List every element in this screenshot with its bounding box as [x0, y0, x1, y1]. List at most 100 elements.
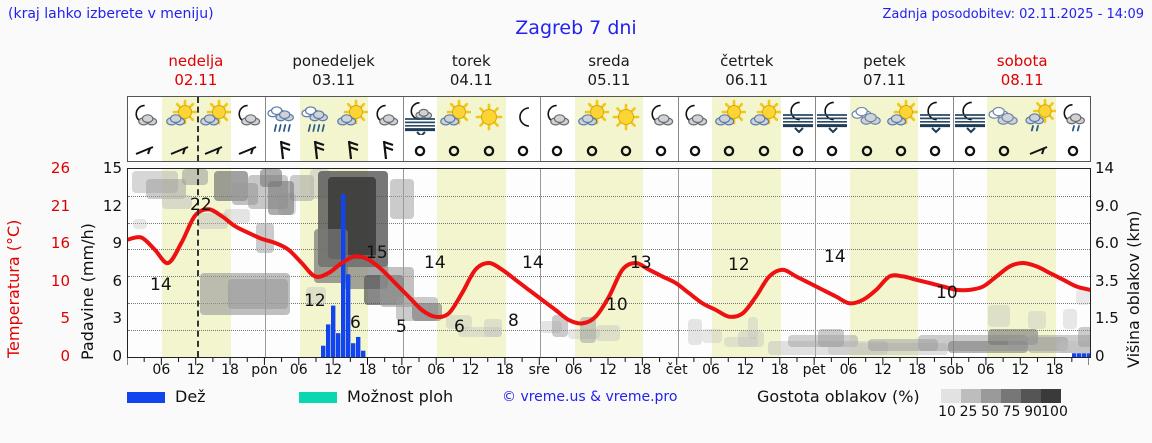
calm-icon [403, 137, 437, 162]
sun-cloud-icon [746, 97, 781, 137]
time-axis-label: 06 [427, 362, 446, 378]
time-axis-label: 06 [977, 362, 995, 378]
copyright-link[interactable]: © vreme.us & vreme.pro [502, 389, 678, 405]
moon-icon [506, 97, 540, 137]
temperature-axis-title: Temperatura (°C) [4, 219, 23, 358]
moon-cloud-windy-icon [403, 97, 437, 137]
cloud-density-ramp-step [1041, 389, 1061, 403]
gridline-horizontal [128, 303, 1090, 305]
gridline-day [952, 169, 954, 357]
sun-cloud-icon [197, 97, 231, 137]
temperature-extreme-label: 14 [522, 253, 544, 273]
cloud-density-ramp-step [941, 389, 961, 403]
time-axis-label: pet [802, 362, 826, 378]
time-axis-label: 06 [289, 362, 308, 378]
daylight-band [712, 169, 781, 357]
cloud-height-tick-label: 14 [1095, 159, 1115, 177]
moon-cloud-icon [369, 97, 403, 137]
cloud-height-tick-label: 3.5 [1095, 271, 1119, 290]
temperature-axis-ticks: 26 21 16 10 5 0 [28, 159, 70, 365]
moon-cloud-icon [643, 97, 677, 137]
cloud-density-ramp-ticks: 10 25 50 75 90 100 [933, 404, 1073, 420]
sun-icon [609, 97, 643, 137]
barb-medium-icon [334, 137, 368, 162]
showers-legend-swatch [299, 392, 337, 403]
calm-icon [884, 137, 918, 162]
location-menu-hint[interactable]: (kraj lahko izberete v meniju) [8, 6, 214, 22]
day-date: 04.11 [449, 71, 493, 89]
day-name: nedelja [168, 52, 224, 70]
temperature-extreme-label: 14 [150, 275, 172, 295]
temperature-extreme-label: 5 [396, 317, 407, 337]
moon-cloud-icon [678, 97, 712, 137]
day-date: 07.11 [862, 71, 906, 89]
rain-legend-swatch [127, 392, 165, 403]
time-axis-ticks: 06 12 18 pon 06 12 18 tor 06 12 18 sre 06 12 18 čet 06 12… [127, 358, 1091, 382]
time-axis-label: 18 [633, 362, 652, 378]
daylight-band [574, 97, 644, 161]
day-name: petek [863, 52, 906, 70]
temperature-tick-label: 5 [60, 309, 70, 328]
time-axis-label: 18 [221, 362, 239, 378]
cloud-height-tick-label: 1.5 [1095, 309, 1119, 328]
gridline-day [265, 169, 267, 357]
calm-icon [781, 137, 815, 162]
barb-light-icon [128, 137, 162, 162]
gridline-horizontal [128, 249, 1090, 251]
barb-medium-icon [369, 137, 403, 162]
day-separator [265, 97, 267, 161]
temperature-extreme-label: 6 [350, 313, 361, 333]
cloud-icon [987, 97, 1021, 137]
daylight-band [437, 97, 506, 161]
wind-barb-row [128, 137, 1090, 162]
temperature-tick-label: 26 [50, 159, 70, 177]
cloud-density-ramp-step [961, 389, 981, 403]
calm-icon [643, 137, 677, 162]
time-axis-label: 06 [564, 362, 583, 378]
time-axis-label: 18 [908, 362, 927, 378]
day-header-ponedeljek: ponedeljek 03.11 [265, 52, 403, 92]
time-axis-label: pon [251, 362, 278, 378]
time-axis-label: sre [528, 362, 550, 378]
current-time-marker [196, 97, 199, 161]
temperature-extreme-label: 12 [304, 291, 326, 311]
precipitation-tick-label: 9 [112, 234, 122, 253]
cloud-rain-icon [300, 97, 334, 137]
forecast-icon-strip [127, 96, 1091, 162]
cloud-density-ramp-tick: 50 [981, 404, 999, 420]
time-axis-label: 12 [736, 362, 755, 378]
time-axis-label: čet [665, 362, 688, 378]
cloud-icon [850, 97, 884, 137]
moon-windy-icon [918, 97, 952, 137]
showers-legend-label: Možnost ploh [347, 387, 454, 406]
temperature-extreme-label: 15 [366, 243, 388, 263]
precipitation-tick-label: 15 [102, 159, 122, 177]
gridline-horizontal [128, 195, 1090, 197]
moon-cloud-icon [128, 97, 162, 137]
cloud-density-ramp-tick: 75 [1002, 404, 1021, 420]
time-axis-label: 06 [152, 362, 171, 378]
time-axis-label: 12 [1011, 362, 1030, 378]
precipitation-tick-label: 0 [112, 347, 122, 365]
temperature-tick-label: 16 [50, 234, 70, 253]
current-time-marker [196, 169, 199, 357]
temperature-extreme-label: 12 [728, 255, 750, 275]
temperature-tick-label: 21 [50, 196, 70, 215]
time-axis-label: 06 [839, 362, 858, 378]
cloud-density-ramp-tick: 10 [938, 404, 956, 420]
time-axis-label: 12 [324, 362, 343, 378]
calm-icon [746, 137, 780, 162]
day-name: četrtek [720, 52, 774, 70]
barb-light-icon [162, 137, 196, 162]
day-separator [815, 97, 817, 161]
last-update-label: Zadnja posodobitev: 02.11.2025 - 14:09 [882, 7, 1144, 22]
precipitation-axis-title: Padavine (mm/h) [78, 223, 97, 360]
time-axis-label: 18 [1045, 362, 1064, 378]
temperature-extreme-label: 22 [190, 195, 212, 215]
day-date: 05.11 [587, 71, 631, 89]
time-axis-label: 12 [186, 362, 205, 378]
cloud-density-legend-label: Gostota oblakov (%) [757, 387, 920, 406]
moon-cloud-drizzle-icon [1056, 97, 1090, 137]
calm-icon [850, 137, 884, 162]
barb-medium-icon [300, 137, 334, 162]
